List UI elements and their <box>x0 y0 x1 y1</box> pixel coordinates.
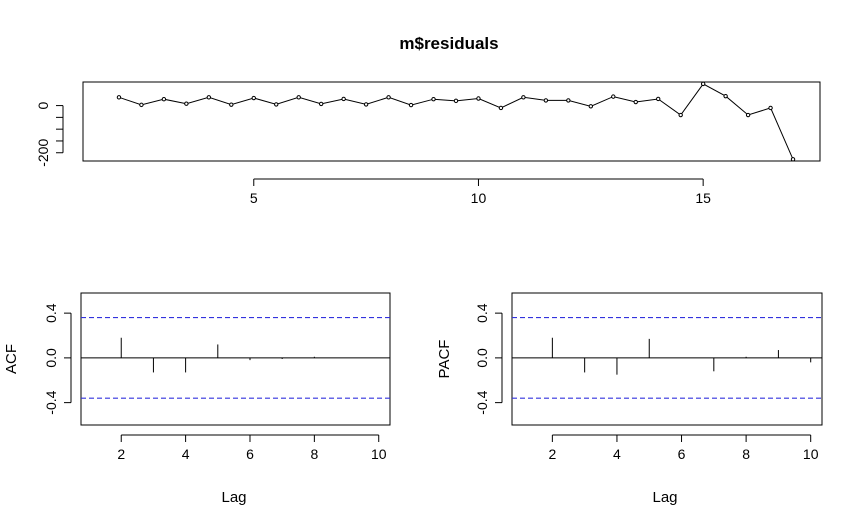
pacf-x-tick-label: 10 <box>803 446 819 462</box>
residual-data-point <box>453 98 459 104</box>
pacf-y-tick-label: 0.4 <box>474 303 490 323</box>
residual-data-point <box>700 81 706 87</box>
residual-data-point <box>543 98 549 103</box>
residual-data-point <box>341 96 346 102</box>
residual-data-point <box>768 105 773 111</box>
residual-data-point <box>431 97 436 102</box>
residual-data-point <box>116 95 122 100</box>
residual-data-point <box>386 95 391 100</box>
residual-data-point <box>678 112 683 118</box>
acf-y-tick-label: 0.4 <box>43 303 59 323</box>
residuals-plot-frame <box>82 81 821 162</box>
residual-data-point <box>161 97 167 102</box>
residual-data-point <box>588 104 594 109</box>
pacf-y-tick-label: -0.4 <box>474 390 490 414</box>
acf-x-tick-label: 4 <box>182 446 190 462</box>
residual-data-point <box>790 157 796 162</box>
residuals-y-tick-label: -200 <box>35 139 51 167</box>
acf-plot-frame <box>80 292 391 426</box>
acf-y-axis-label: ACF <box>3 344 20 374</box>
pacf-x-tick-label: 6 <box>678 446 686 462</box>
pacf-y-tick-label: 0.0 <box>474 348 490 368</box>
residual-data-point <box>251 95 256 101</box>
residual-data-point <box>229 102 234 107</box>
residual-data-point <box>363 102 369 107</box>
residuals-x-tick-label: 15 <box>695 190 711 206</box>
pacf-x-tick-label: 2 <box>548 446 556 462</box>
residual-data-point <box>318 101 324 107</box>
residual-data-point <box>139 102 144 108</box>
residual-data-point <box>611 94 616 99</box>
residual-data-point <box>745 112 751 118</box>
acf-x-tick-label: 10 <box>371 446 387 462</box>
acf-x-tick-label: 2 <box>117 446 125 462</box>
residuals-y-tick-label: 0 <box>35 101 51 109</box>
pacf-y-axis-label: PACF <box>436 340 453 379</box>
residuals-x-tick-label: 10 <box>471 190 487 206</box>
acf-y-tick-label: -0.4 <box>43 390 59 414</box>
residual-data-point <box>206 95 212 100</box>
chart-title: m$residuals <box>399 34 498 53</box>
residual-data-point <box>723 93 728 99</box>
residual-data-point <box>498 105 504 111</box>
residual-data-point <box>184 101 189 106</box>
acf-y-tick-label: 0.0 <box>43 348 59 368</box>
residual-data-point <box>566 98 571 103</box>
acf-x-axis-label: Lag <box>221 489 246 506</box>
residuals-series-line <box>118 83 794 160</box>
residual-data-point <box>521 95 526 100</box>
residual-data-point <box>274 102 279 107</box>
pacf-x-tick-label: 8 <box>742 446 750 462</box>
pacf-plot-frame <box>511 292 823 426</box>
residual-data-point <box>296 95 301 100</box>
residual-data-point <box>408 102 414 108</box>
residual-data-point <box>656 96 661 102</box>
residual-data-point <box>633 99 638 105</box>
acf-x-tick-label: 8 <box>310 446 318 462</box>
residuals-x-tick-label: 5 <box>250 190 258 206</box>
pacf-x-axis-label: Lag <box>652 489 677 506</box>
acf-x-tick-label: 6 <box>246 446 254 462</box>
pacf-x-tick-label: 4 <box>613 446 621 462</box>
residual-data-point <box>476 96 481 101</box>
